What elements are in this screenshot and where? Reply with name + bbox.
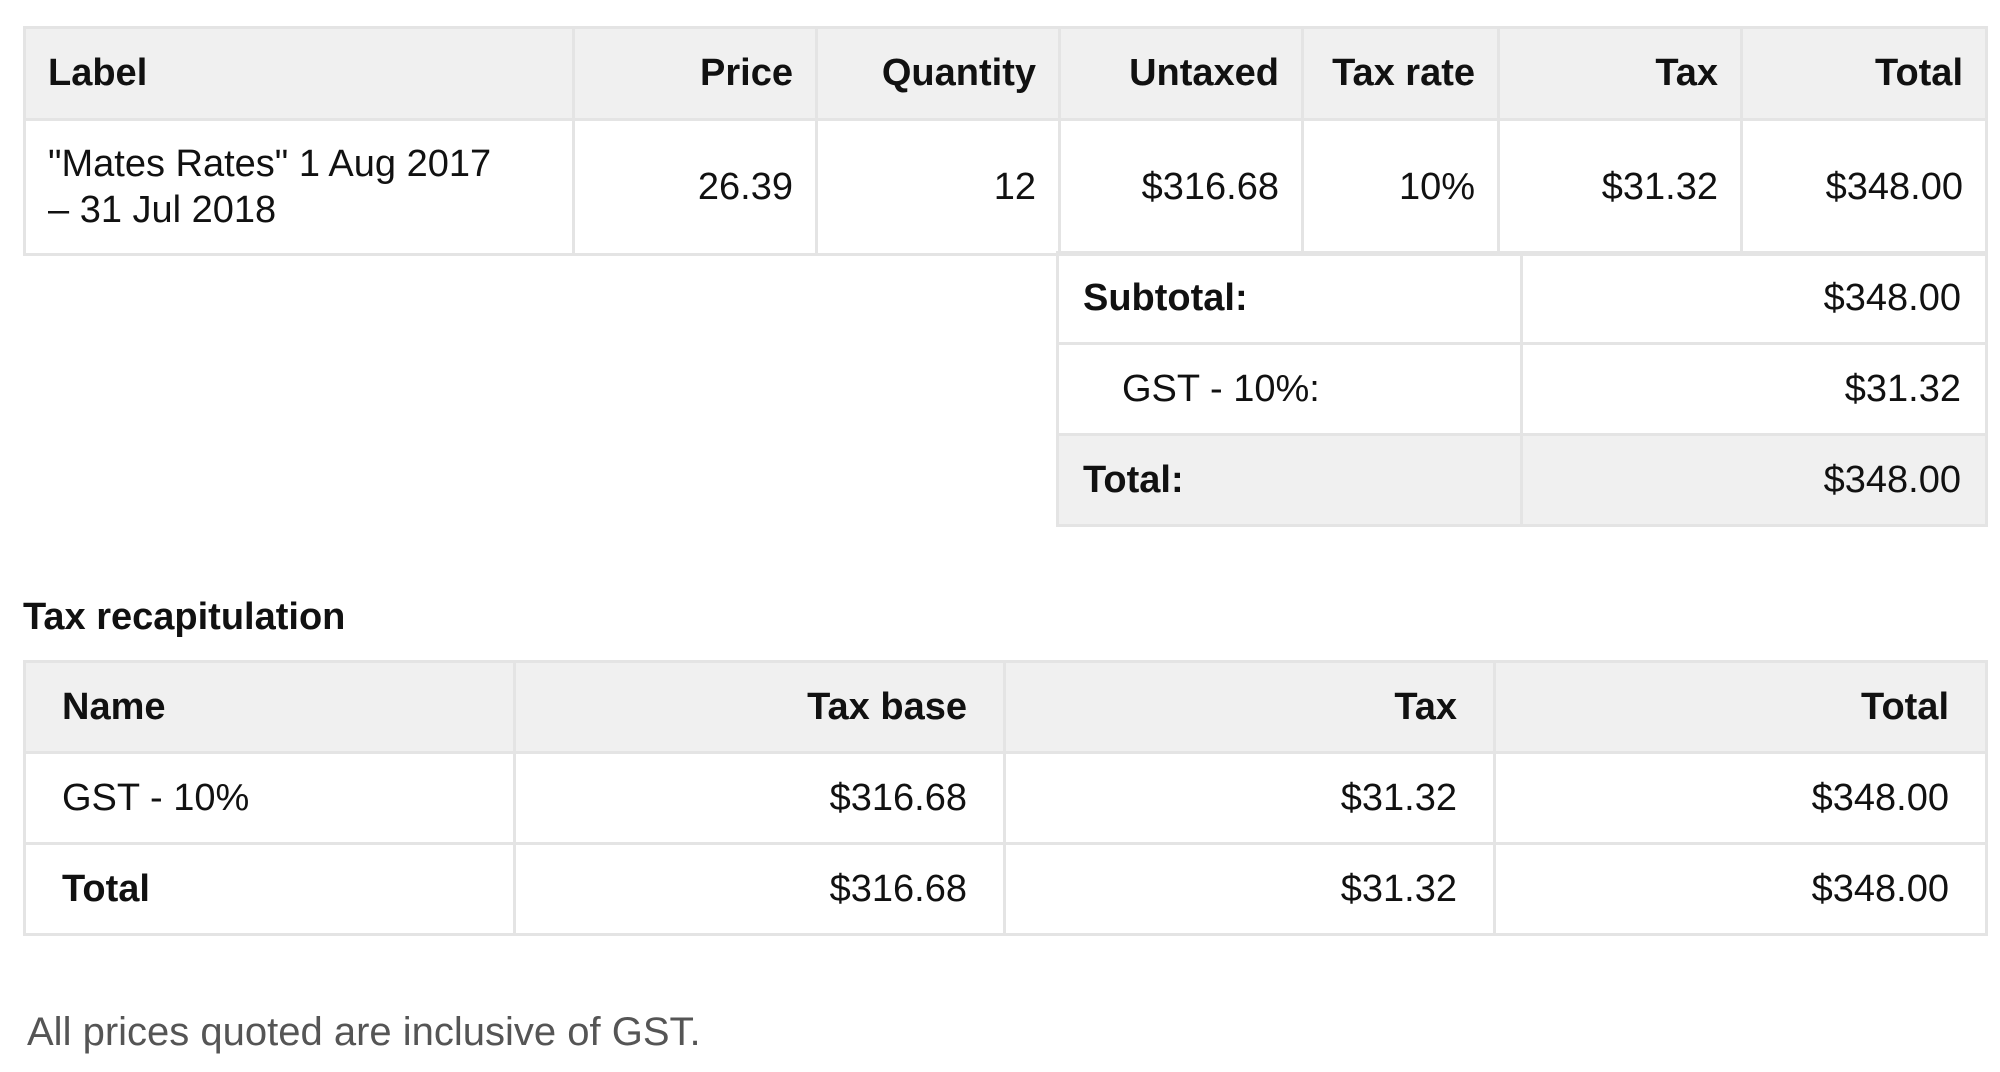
totals-table: Subtotal: $348.00 GST - 10%: $31.32 Tota… bbox=[1056, 251, 1988, 527]
tax-recap-heading: Tax recapitulation bbox=[23, 596, 346, 638]
item-price: 26.39 bbox=[572, 118, 818, 256]
grand-total-row: Total: $348.00 bbox=[1056, 433, 1988, 527]
subtotal-row: Subtotal: $348.00 bbox=[1056, 251, 1988, 345]
recap-header-tax-base: Tax base bbox=[513, 660, 1006, 754]
header-tax-rate: Tax rate bbox=[1301, 26, 1500, 121]
grand-total-value: $348.00 bbox=[1520, 433, 1988, 527]
line-items-table: Label Price Quantity Untaxed Tax rate Ta… bbox=[23, 26, 1988, 256]
subtotal-label: Subtotal: bbox=[1056, 251, 1523, 345]
gst-row: GST - 10%: $31.32 bbox=[1056, 342, 1988, 436]
gst-value: $31.32 bbox=[1520, 342, 1988, 436]
item-untaxed: $316.68 bbox=[1058, 118, 1304, 256]
recap-tax-base: $316.68 bbox=[513, 842, 1006, 936]
header-tax: Tax bbox=[1497, 26, 1743, 121]
header-price: Price bbox=[572, 26, 818, 121]
recap-total: $348.00 bbox=[1493, 842, 1988, 936]
header-untaxed: Untaxed bbox=[1058, 26, 1304, 121]
header-label: Label bbox=[23, 26, 575, 121]
item-label-line1: "Mates Rates" 1 Aug 2017 bbox=[48, 143, 492, 185]
recap-header-total: Total bbox=[1493, 660, 1988, 754]
grand-total-label: Total: bbox=[1056, 433, 1523, 527]
item-label: "Mates Rates" 1 Aug 2017 – 31 Jul 2018 bbox=[23, 118, 575, 256]
gst-label: GST - 10%: bbox=[1056, 342, 1523, 436]
recap-header-name: Name bbox=[23, 660, 516, 754]
item-total: $348.00 bbox=[1740, 118, 1988, 256]
table-row: Total $316.68 $31.32 $348.00 bbox=[23, 842, 1988, 936]
subtotal-value: $348.00 bbox=[1520, 251, 1988, 345]
recap-total: $348.00 bbox=[1493, 751, 1988, 845]
header-quantity: Quantity bbox=[815, 26, 1061, 121]
item-quantity: 12 bbox=[815, 118, 1061, 256]
tax-recap-header-row: Name Tax base Tax Total bbox=[23, 660, 1988, 754]
recap-tax: $31.32 bbox=[1003, 842, 1496, 936]
item-label-line2: – 31 Jul 2018 bbox=[48, 189, 277, 231]
recap-name: GST - 10% bbox=[23, 751, 516, 845]
recap-name: Total bbox=[23, 842, 516, 936]
table-row: GST - 10% $316.68 $31.32 $348.00 bbox=[23, 751, 1988, 845]
item-tax: $31.32 bbox=[1497, 118, 1743, 256]
item-tax-rate: 10% bbox=[1301, 118, 1500, 256]
recap-tax: $31.32 bbox=[1003, 751, 1496, 845]
tax-recap-table: Name Tax base Tax Total GST - 10% $316.6… bbox=[23, 660, 1988, 936]
header-total: Total bbox=[1740, 26, 1988, 121]
gst-footnote: All prices quoted are inclusive of GST. bbox=[27, 1010, 701, 1054]
recap-tax-base: $316.68 bbox=[513, 751, 1006, 845]
recap-header-tax: Tax bbox=[1003, 660, 1496, 754]
table-row: "Mates Rates" 1 Aug 2017 – 31 Jul 2018 2… bbox=[23, 118, 1988, 256]
line-items-header-row: Label Price Quantity Untaxed Tax rate Ta… bbox=[23, 26, 1988, 121]
